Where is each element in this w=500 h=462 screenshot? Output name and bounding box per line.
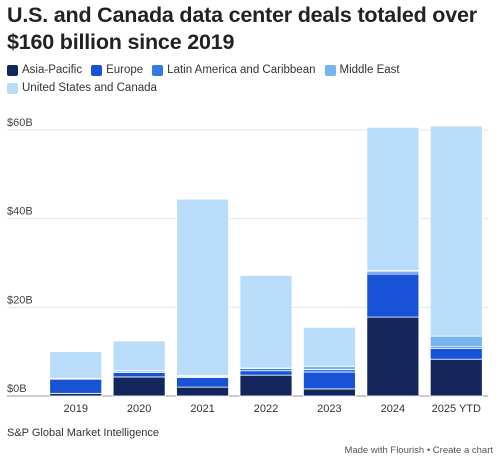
legend-item[interactable]: Europe <box>91 63 143 78</box>
bar-segment <box>429 358 483 397</box>
legend-label: Latin America and Caribbean <box>167 64 316 76</box>
bar-segment <box>429 125 483 337</box>
y-tick-label: $40B <box>7 206 33 218</box>
legend-swatch <box>91 65 103 76</box>
bar-segment <box>49 378 103 394</box>
chart-footer: Made with Flourish • Create a chart <box>344 445 493 456</box>
bar-segment <box>366 316 420 397</box>
legend-swatch <box>152 65 164 76</box>
legend-label: Asia-Pacific <box>22 64 83 76</box>
y-tick-label: $0B <box>7 383 27 395</box>
bar-segment <box>303 365 356 370</box>
legend-item[interactable]: Middle East <box>324 63 400 78</box>
legend-swatch <box>324 65 336 76</box>
bar-segment <box>429 335 483 348</box>
legend-swatch <box>7 83 18 94</box>
legend-label: Europe <box>106 64 144 76</box>
x-tick-label: 2021 <box>190 403 214 415</box>
footer-separator: • <box>426 445 431 456</box>
bar-segment <box>112 376 166 397</box>
x-tick-label: 2023 <box>317 403 341 415</box>
bar-segment <box>49 351 103 379</box>
chart-legend: Asia-Pacific Europe Latin America and Cari… <box>7 63 487 96</box>
bar-segment <box>303 388 356 397</box>
legend-label: Middle East <box>339 64 400 76</box>
legend-item[interactable]: United States and Canada <box>7 81 157 96</box>
bar-segment <box>112 372 166 378</box>
bar-segment <box>239 275 293 369</box>
chart-source: S&P Global Market Intelligence <box>7 427 160 439</box>
bar-segment <box>303 326 356 367</box>
stacked-bar-chart: $0B $20B $40B $60B 2019 2020 2021 2022 2023 2024 2… <box>7 117 488 415</box>
bar-segment <box>176 386 229 397</box>
legend-item[interactable]: Asia-Pacific <box>7 63 82 78</box>
bar-segment <box>366 273 420 318</box>
x-tick-label: 2019 <box>63 403 87 415</box>
x-tick-label: 2022 <box>254 403 278 415</box>
y-tick-label: $20B <box>7 294 33 306</box>
chart-title: U.S. and Canada data center deals totale… <box>7 3 477 54</box>
x-tick-label: 2020 <box>127 403 151 415</box>
made-with-flourish-link[interactable]: Made with Flourish <box>344 445 425 456</box>
bar-segment <box>112 340 166 372</box>
x-tick-label: 2024 <box>381 403 405 415</box>
x-tick-label: 2025 YTD <box>432 403 481 415</box>
legend-swatch <box>7 65 18 76</box>
create-chart-link[interactable]: Create a chart <box>432 445 493 456</box>
bar-segment <box>239 370 293 376</box>
bar-segment <box>429 348 483 360</box>
bar-segment <box>176 376 229 388</box>
legend-item[interactable]: Latin America and Caribbean <box>152 63 316 78</box>
bar-segment <box>366 126 420 271</box>
legend-label: United States and Canada <box>22 82 157 94</box>
y-tick-label: $60B <box>7 117 33 129</box>
bar-segment <box>176 198 229 377</box>
bar-segment <box>239 374 293 397</box>
bar-segment <box>303 371 356 390</box>
